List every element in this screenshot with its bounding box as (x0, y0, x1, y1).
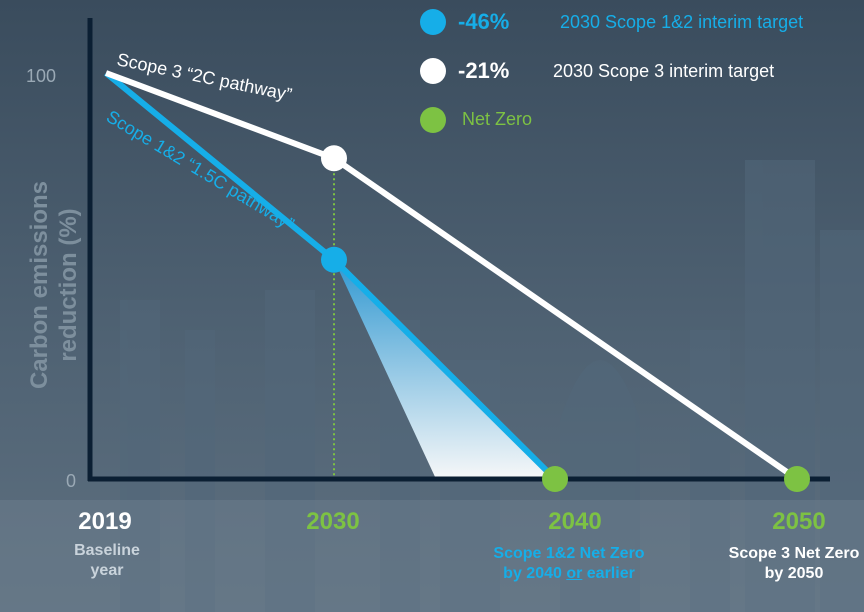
legend-text-scope3: 2030 Scope 3 interim target (553, 61, 775, 81)
x-label-2040: 2040 (548, 508, 602, 535)
x-label-2050: 2050 (772, 508, 826, 535)
y-axis-label: Carbon emissions reduction (%) (26, 180, 82, 390)
legend-pct-scope3: -21% (458, 58, 510, 83)
legend-marker-scope3 (420, 58, 446, 84)
legend-pct-scope12: -46% (458, 9, 510, 34)
legend-marker-scope12 (420, 9, 446, 35)
x-label-2030: 2030 (306, 508, 360, 535)
series-label-scope12: Scope 1&2 “1.5C pathway” (103, 106, 298, 234)
series-label-scope3: Scope 3 “2C pathway” (115, 49, 293, 104)
point-scope3-2030 (321, 145, 347, 172)
y-tick-0: 0 (66, 471, 77, 491)
legend-text-net-zero: Net Zero (462, 109, 533, 129)
y-tick-100: 100 (26, 66, 57, 86)
point-net-zero-2040 (542, 466, 568, 492)
point-net-zero-2050 (784, 466, 810, 492)
point-scope12-2030 (321, 246, 347, 273)
x-sublabel-2019: Baseline year (74, 542, 140, 579)
legend-text-scope12: 2030 Scope 1&2 interim target (560, 12, 804, 32)
x-label-2019: 2019 (78, 508, 132, 535)
legend-marker-net-zero (420, 107, 446, 133)
x-sublabel-2050: Scope 3 Net Zero by 2050 (728, 545, 860, 582)
x-sublabel-2040: Scope 1&2 Net Zero by 2040 or earlier (493, 545, 645, 582)
